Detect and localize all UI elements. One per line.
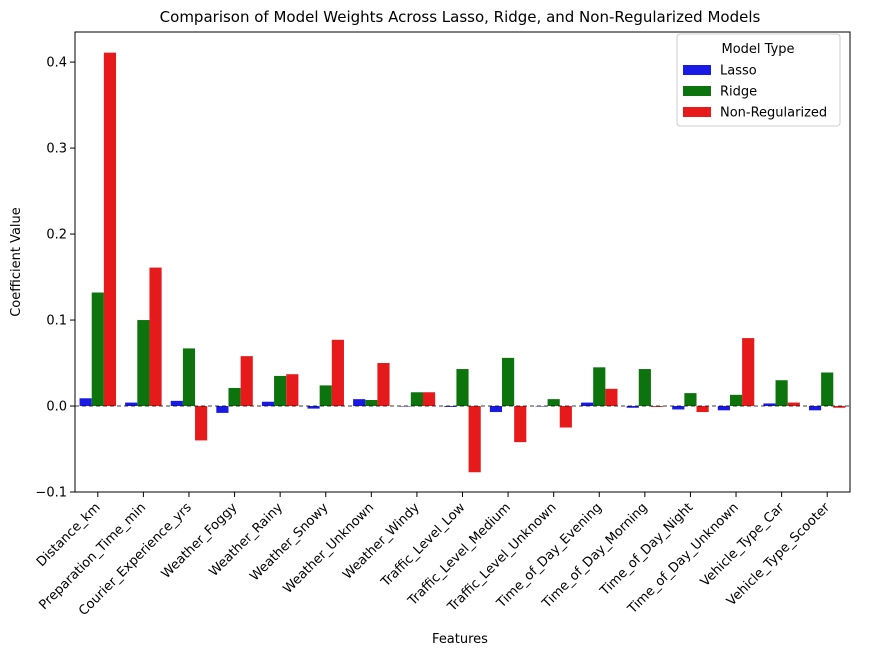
bar-ridge-preparation-time-min	[137, 320, 150, 407]
bar-non-regularized-preparation-time-min	[149, 267, 162, 407]
y-tick-label: 0.3	[46, 142, 67, 157]
x-tick-label: Weather_Windy	[340, 500, 423, 583]
legend-title: Model Type	[721, 42, 794, 57]
bar-lasso-weather-unknown	[353, 399, 366, 407]
bar-ridge-weather-unknown	[365, 400, 378, 407]
y-tick-label: 0.0	[46, 400, 67, 415]
x-axis: Distance_kmPreparation_Time_minCourier_E…	[34, 492, 833, 619]
bar-non-regularized-weather-foggy	[240, 356, 253, 407]
bar-ridge-vehicle-type-car	[775, 380, 788, 407]
bar-non-regularized-weather-snowy	[331, 339, 344, 407]
bar-ridge-time-of-day-unknown	[729, 394, 743, 407]
x-tick-label: Weather_Snowy	[247, 500, 331, 584]
chart-title: Comparison of Model Weights Across Lasso…	[160, 8, 761, 26]
bar-ridge-traffic-level-low	[456, 369, 469, 407]
legend-swatch	[683, 107, 711, 117]
bar-ridge-weather-rainy	[274, 375, 287, 407]
bar-lasso-courier-experience-yrs	[170, 400, 183, 407]
bar-lasso-distance-km	[79, 398, 92, 407]
bar-non-regularized-weather-unknown	[377, 363, 390, 407]
bar-lasso-time-of-day-evening	[581, 402, 594, 407]
bar-lasso-weather-rainy	[261, 401, 275, 407]
y-tick-label: −0.1	[35, 486, 67, 501]
legend-label: Ridge	[720, 85, 757, 100]
bar-non-regularized-time-of-day-unknown	[742, 338, 755, 407]
bar-non-regularized-traffic-level-unknown	[559, 406, 572, 428]
bar-lasso-weather-foggy	[216, 406, 229, 413]
bar-ridge-traffic-level-medium	[502, 357, 515, 407]
legend-label: Lasso	[720, 64, 757, 79]
bar-lasso-traffic-level-medium	[489, 406, 503, 413]
bar-non-regularized-time-of-day-morning	[650, 406, 664, 407]
bar-lasso-time-of-day-morning	[626, 406, 639, 408]
bar-non-regularized-vehicle-type-scooter	[833, 406, 846, 408]
bar-non-regularized-weather-windy	[422, 392, 436, 407]
bar-lasso-traffic-level-unknown	[535, 406, 548, 407]
bar-lasso-weather-snowy	[307, 406, 320, 409]
bar-ridge-traffic-level-unknown	[547, 399, 560, 407]
legend-frame	[676, 33, 841, 127]
bar-ridge-weather-windy	[410, 392, 423, 407]
bar-ridge-weather-snowy	[319, 385, 332, 407]
bar-ridge-courier-experience-yrs	[182, 348, 196, 407]
bar-ridge-time-of-day-evening	[593, 367, 606, 407]
bar-non-regularized-traffic-level-medium	[514, 406, 527, 443]
bar-lasso-traffic-level-low	[444, 406, 457, 407]
bar-ridge-vehicle-type-scooter	[821, 372, 834, 407]
legend-label: Non-Regularized	[720, 106, 827, 121]
y-tick-label: 0.2	[46, 228, 67, 243]
bar-non-regularized-distance-km	[103, 52, 117, 407]
legend: Model Type Lasso Ridge Non-Regularized	[676, 33, 841, 127]
bar-lasso-time-of-day-night	[672, 406, 685, 410]
y-axis-label: Coefficient Value	[9, 207, 24, 317]
bar-lasso-time-of-day-unknown	[717, 406, 730, 411]
y-tick-label: 0.1	[46, 314, 67, 329]
bar-non-regularized-courier-experience-yrs	[195, 406, 208, 441]
bar-lasso-preparation-time-min	[125, 402, 138, 407]
bar-ridge-distance-km	[91, 292, 104, 407]
bar-non-regularized-weather-rainy	[286, 374, 299, 407]
bar-lasso-vehicle-type-scooter	[808, 406, 822, 411]
bar-non-regularized-vehicle-type-car	[787, 402, 800, 407]
bar-lasso-vehicle-type-car	[763, 403, 776, 407]
bar-non-regularized-time-of-day-evening	[605, 388, 618, 407]
bar-ridge-time-of-day-morning	[638, 369, 651, 407]
bar-non-regularized-time-of-day-night	[696, 406, 709, 413]
legend-swatch	[683, 65, 711, 75]
bar-non-regularized-traffic-level-low	[468, 406, 481, 473]
bars-layer	[79, 52, 846, 473]
x-tick-label: Traffic_Level_Low	[378, 500, 469, 591]
x-axis-label: Features	[432, 632, 488, 647]
y-axis: −0.1 0.0 0.1 0.2 0.3 0.4	[35, 56, 75, 501]
x-tick-label: Vehicle_Type_Car	[698, 500, 788, 590]
legend-swatch	[683, 86, 711, 96]
y-tick-label: 0.4	[46, 56, 67, 71]
bar-ridge-weather-foggy	[228, 387, 241, 407]
bar-ridge-time-of-day-night	[684, 393, 697, 407]
